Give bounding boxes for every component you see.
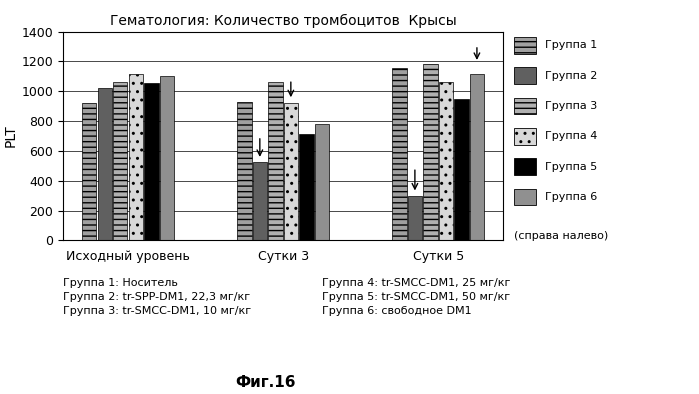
Bar bbox=[82, 103, 96, 240]
Text: Группа 3: Группа 3 bbox=[545, 101, 597, 111]
Y-axis label: PLT: PLT bbox=[3, 125, 17, 147]
Text: Группа 1: Группа 1 bbox=[545, 40, 597, 50]
Bar bbox=[268, 82, 282, 240]
Text: Группа 2: Группа 2 bbox=[545, 71, 597, 81]
Text: Группа 1: Носитель
Группа 2: tr-SPP-DM1, 22,3 мг/кг
Группа 3: tr-SMCC-DM1, 10 мг: Группа 1: Носитель Группа 2: tr-SPP-DM1,… bbox=[63, 278, 251, 316]
Text: Группа 4: Группа 4 bbox=[545, 131, 597, 141]
Bar bbox=[98, 88, 112, 240]
Bar bbox=[252, 162, 267, 240]
Text: Фиг.16: Фиг.16 bbox=[236, 375, 296, 390]
Bar bbox=[392, 68, 407, 240]
Bar bbox=[439, 82, 453, 240]
Bar bbox=[454, 99, 468, 240]
Title: Гематология: Количество тромбоцитов  Крысы: Гематология: Количество тромбоцитов Крыс… bbox=[110, 13, 456, 28]
Text: Группа 5: Группа 5 bbox=[545, 162, 597, 172]
Bar bbox=[129, 74, 143, 240]
Bar bbox=[315, 124, 329, 240]
Text: (справа налево): (справа налево) bbox=[514, 231, 608, 241]
Bar bbox=[144, 83, 159, 240]
Bar bbox=[408, 195, 422, 240]
Bar bbox=[423, 63, 438, 240]
Bar bbox=[159, 76, 174, 240]
Bar bbox=[237, 102, 252, 240]
Bar bbox=[299, 134, 314, 240]
Text: Группа 6: Группа 6 bbox=[545, 192, 597, 202]
Bar bbox=[284, 103, 298, 240]
Bar bbox=[470, 74, 484, 240]
Text: Группа 4: tr-SMCC-DM1, 25 мг/кг
Группа 5: tr-SMCC-DM1, 50 мг/кг
Группа 6: свобод: Группа 4: tr-SMCC-DM1, 25 мг/кг Группа 5… bbox=[322, 278, 510, 316]
Bar bbox=[113, 82, 127, 240]
